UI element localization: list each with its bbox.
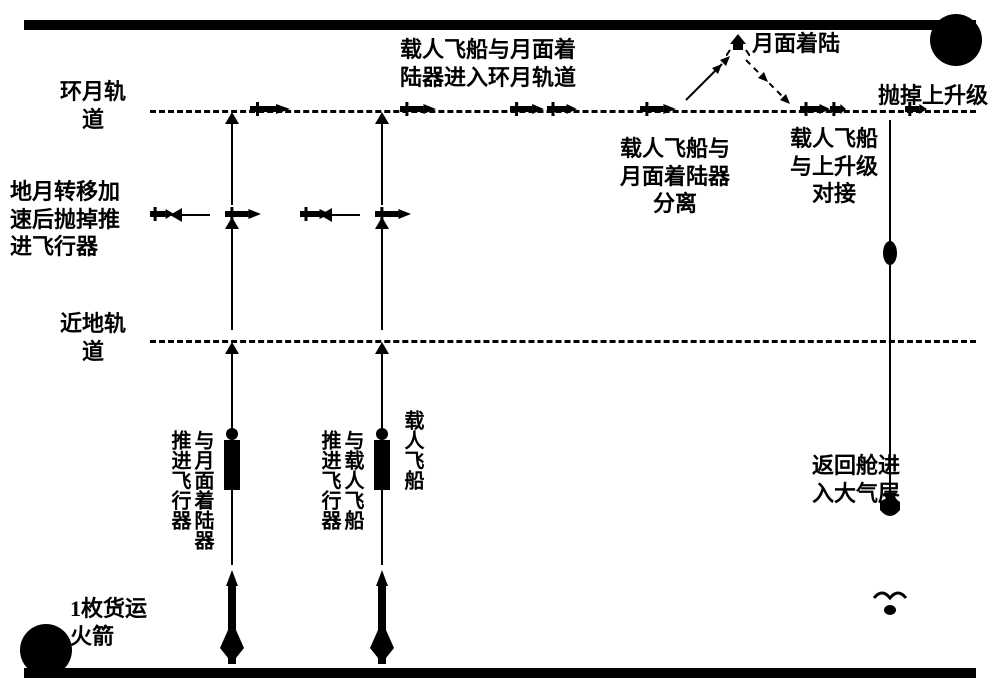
label-ascent-docking: 载人飞船 与上升级 对接 [790,125,878,208]
moon-lander-icon [726,34,750,56]
arrow-up2-lo-head [375,342,389,354]
label-cargo-rocket: 1枚货运 火箭 [70,595,147,650]
transfer-craft-icon [300,207,330,226]
rocket-1-icon [210,570,254,668]
lunar-craft-icon [800,102,830,121]
arrow-up2-mid [381,225,383,330]
vlabel-lander-b: 推进飞行器 [167,430,191,530]
transfer-craft-icon [150,207,174,226]
transfer-craft-icon [225,207,261,226]
label-jettison-propulsion: 地月转移加 速后抛掉推 进飞行器 [10,178,120,261]
arrow-up2-lo [381,350,383,565]
reentry-icon [876,498,904,522]
arrow-up1-lo-head [225,342,239,354]
moon-icon [930,14,982,66]
arrow-return [889,120,891,495]
label-jettison-ascent: 抛掉上升级 [878,82,988,110]
vlabel-lander-a: 与月面着陆器 [190,430,214,550]
arrow-from-moon [740,50,796,106]
arrow-up1-hi-head [225,112,239,124]
arrow-to-moon [680,50,736,106]
arrow-sep1 [180,214,210,216]
rocket-2-icon [360,570,404,668]
earth-orbit-line [150,340,976,343]
lunar-craft-icon [400,102,436,121]
arrow-up1-lo [231,350,233,565]
lunar-orbit-label: 环月轨 道 [60,78,126,133]
return-capsule-icon [880,240,900,266]
vlabel-crew-ship: 载人飞船 [400,410,424,490]
arrow-sep2 [330,214,360,216]
splashdown-icon [868,588,912,618]
label-enter-lunar-orbit: 载人飞船与月面着 陆器进入环月轨道 [400,36,576,91]
frame-top-bar [24,20,976,30]
lunar-craft-icon [547,102,577,121]
arrow-up2-hi-head [375,112,389,124]
vlabel-crew-a: 与载人飞船 [340,430,364,530]
arrow-up1-mid [231,225,233,330]
earth-icon [20,624,72,676]
lunar-craft-icon [905,102,927,121]
lunar-craft-icon [830,102,846,121]
arrow-up2-hi [381,120,383,205]
arrow-up1-hi [231,120,233,205]
lunar-craft-icon [640,102,676,121]
label-lander-separation: 载人飞船与 月面着陆器 分离 [620,135,730,218]
transfer-craft-icon [375,207,411,226]
frame-bottom-bar [24,668,976,678]
lunar-craft-icon [250,102,290,121]
vlabel-crew-b: 推进飞行器 [317,430,341,530]
earth-orbit-label: 近地轨 道 [60,310,126,365]
lunar-craft-icon [510,102,544,121]
